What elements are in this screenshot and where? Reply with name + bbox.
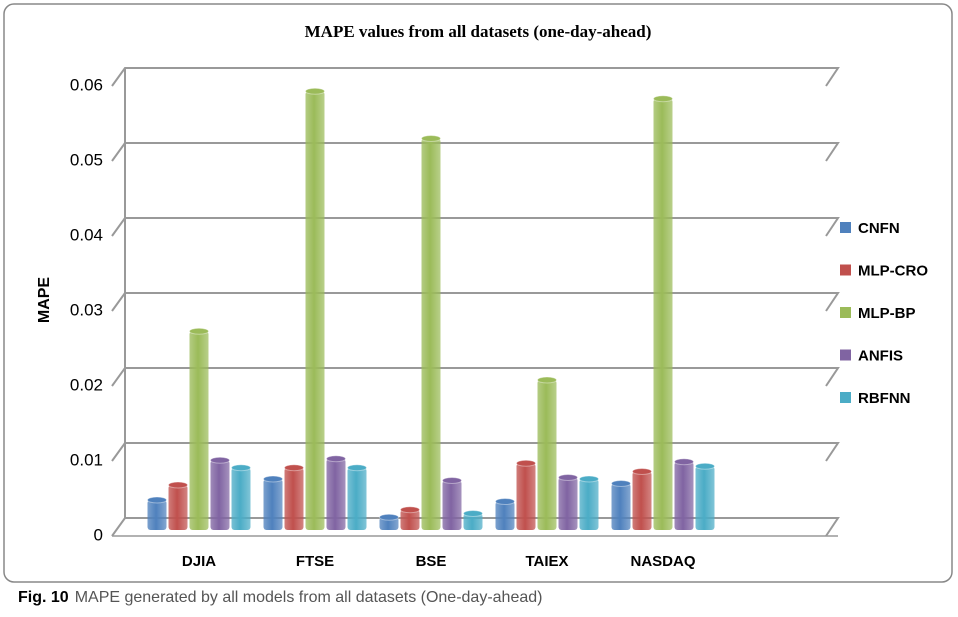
bar-top: [421, 135, 441, 142]
bar-top: [284, 464, 304, 472]
bar-top: [632, 468, 652, 475]
bar-top: [611, 480, 631, 487]
bar: [695, 466, 715, 530]
bar-top: [400, 506, 420, 514]
grid-line: [111, 217, 840, 237]
caption: Fig. 10 MAPE generated by all models from…: [18, 589, 542, 606]
legend-label: CNFN: [858, 220, 900, 237]
bar: [210, 460, 230, 530]
bar: [231, 467, 251, 530]
legend-label: MLP-CRO: [858, 262, 928, 279]
bar: [558, 477, 578, 530]
bar: [516, 463, 536, 530]
bar: [305, 91, 325, 530]
legend-swatch: [840, 222, 851, 233]
bar: [632, 471, 652, 530]
bar: [674, 461, 694, 530]
y-tick-label: 0.05: [70, 150, 103, 169]
bar-top: [495, 498, 515, 505]
bar: [653, 98, 673, 530]
bar: [347, 467, 367, 530]
grid-line: [111, 67, 840, 87]
bar-top: [674, 458, 694, 466]
legend-swatch: [840, 392, 851, 403]
x-tick-label: NASDAQ: [630, 553, 695, 570]
x-tick-label: BSE: [416, 553, 447, 570]
bar-top: [210, 456, 230, 464]
legend-label: MLP-BP: [858, 305, 916, 322]
x-tick-label: FTSE: [296, 553, 334, 570]
y-tick-label: 0: [94, 525, 103, 544]
bar-top: [231, 464, 251, 472]
y-tick-label: 0.01: [70, 450, 103, 469]
bar-top: [653, 95, 673, 103]
caption-text: MAPE generated by all models from all da…: [75, 589, 543, 606]
bar-top: [305, 87, 325, 95]
chart-frame: [3, 3, 953, 583]
bar: [463, 513, 483, 530]
bar: [421, 138, 441, 530]
bar-top: [579, 475, 599, 483]
bar: [284, 467, 304, 530]
bar: [326, 458, 346, 530]
bar: [168, 485, 188, 530]
bar-top: [463, 510, 483, 517]
caption-label: Fig. 10: [18, 589, 69, 606]
y-tick-label: 0.04: [70, 225, 103, 244]
grid-line: [111, 442, 840, 462]
bar: [189, 331, 209, 530]
legend-label: RBFNN: [858, 390, 911, 407]
bar: [537, 380, 557, 530]
y-tick-label: 0.02: [70, 375, 103, 394]
y-axis-label: MAPE: [36, 277, 53, 324]
bar-top: [379, 513, 399, 521]
legend-swatch: [840, 307, 851, 318]
grid-line: [111, 367, 840, 387]
bar: [442, 480, 462, 530]
grid-line: [111, 142, 840, 162]
y-tick-label: 0.03: [70, 300, 103, 319]
bar: [147, 500, 167, 530]
bar-top: [326, 455, 346, 463]
legend-swatch: [840, 264, 851, 276]
bar-top: [168, 481, 188, 489]
bar-top: [147, 496, 167, 504]
bar: [379, 517, 399, 530]
x-tick-label: TAIEX: [525, 553, 568, 570]
bar: [579, 479, 599, 530]
legend-swatch: [840, 349, 851, 361]
y-tick-label: 0.06: [70, 75, 103, 94]
chart-title: MAPE values from all datasets (one-day-a…: [305, 22, 652, 41]
bar: [611, 483, 631, 530]
bar-top: [189, 327, 209, 335]
bar-top: [695, 462, 715, 470]
legend-label: ANFIS: [858, 347, 903, 364]
bar-top: [516, 459, 536, 467]
bar-top: [537, 376, 557, 384]
bar: [400, 509, 420, 530]
x-tick-label: DJIA: [182, 553, 216, 570]
bar-top: [263, 475, 283, 483]
bar-top: [347, 464, 367, 472]
bar: [495, 501, 515, 530]
bar: [263, 479, 283, 530]
grid-line: [111, 292, 840, 312]
bar-top: [442, 477, 462, 484]
bar-top: [558, 474, 578, 481]
